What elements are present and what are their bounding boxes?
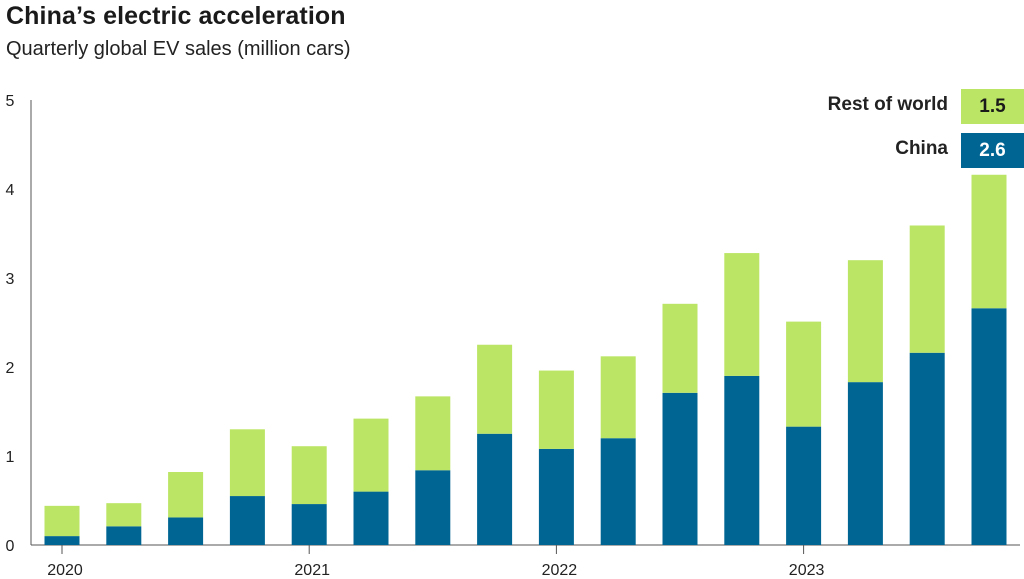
bar-china [291,504,327,545]
bar-rest-of-world [353,418,389,492]
bar-china [909,352,945,545]
bar-rest-of-world [291,446,327,505]
y-tick-label: 2 [6,360,15,377]
x-tick-label: 2022 [542,562,578,579]
bar-rest-of-world [415,396,451,471]
bar-rest-of-world [909,225,945,353]
bar-china [662,392,698,545]
bar-rest-of-world [662,303,698,393]
y-tick-label: 0 [6,538,15,555]
chart-subtitle: Quarterly global EV sales (million cars) [6,38,351,60]
bar-rest-of-world [971,174,1007,309]
bar-china [477,433,513,545]
legend-value-china: 2.6 [961,133,1024,168]
bar-rest-of-world [106,503,142,527]
bar-rest-of-world [786,321,822,427]
legend-label-china: China [895,138,948,159]
y-tick-label: 4 [6,182,15,199]
bar-rest-of-world [600,356,636,439]
bar-rest-of-world [168,472,204,518]
bar-rest-of-world [229,429,265,497]
bar-china [106,526,142,545]
bar-rest-of-world [538,370,574,449]
bar-rest-of-world [724,253,760,376]
legend-label-rest-of-world: Rest of world [827,94,948,115]
y-tick-label: 5 [6,93,15,110]
bar-rest-of-world [44,505,80,537]
x-tick-label: 2023 [789,562,825,579]
x-tick-label: 2021 [294,562,330,579]
y-tick-label: 3 [6,271,15,288]
bar-china [415,470,451,545]
bar-china [724,375,760,545]
bar-china [786,426,822,545]
bar-china [353,491,389,545]
chart-title: China’s electric acceleration [6,2,346,30]
legend-value-rest-of-world: 1.5 [961,89,1024,124]
bar-china [538,448,574,545]
x-tick-label: 2020 [47,562,83,579]
bar-rest-of-world [477,344,513,434]
bar-china [44,536,80,545]
bar-china [229,496,265,545]
bar-china [600,438,636,545]
y-tick-label: 1 [6,449,15,466]
bar-rest-of-world [847,260,883,383]
bar-china [168,517,204,545]
bar-china [971,308,1007,545]
bar-china [847,382,883,545]
